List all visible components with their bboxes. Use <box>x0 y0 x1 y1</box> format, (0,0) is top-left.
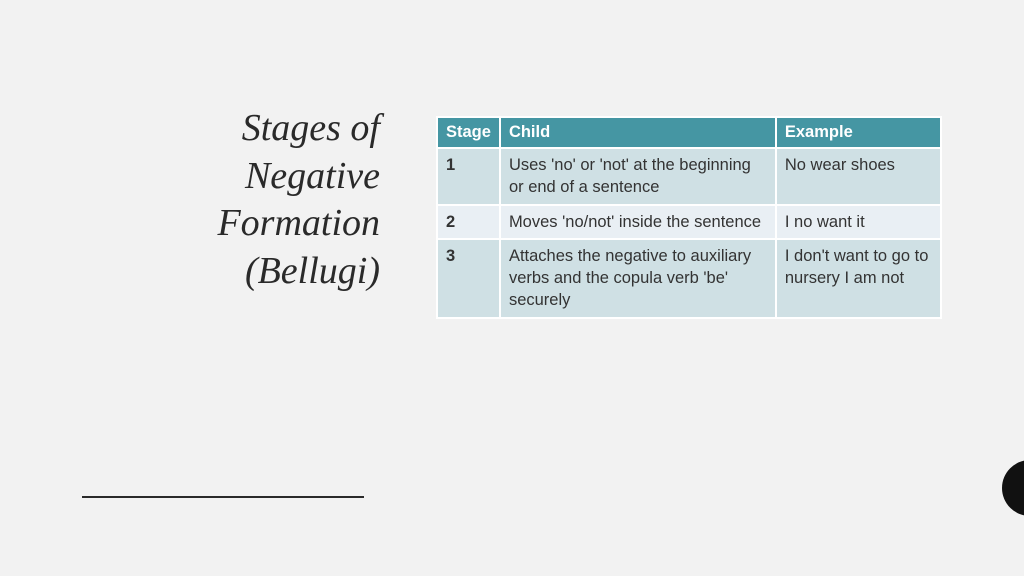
col-header-example: Example <box>776 117 941 148</box>
slide-title: Stages of Negative Formation (Bellugi) <box>80 105 380 295</box>
table-row: 1 Uses 'no' or 'not' at the beginning or… <box>437 148 941 205</box>
cell-stage: 1 <box>437 148 500 205</box>
cell-example: I don't want to go to nursery I am not <box>776 239 941 318</box>
stages-table: Stage Child Example 1 Uses 'no' or 'not'… <box>436 116 942 319</box>
cell-child: Moves 'no/not' inside the sentence <box>500 205 776 239</box>
cell-child: Uses 'no' or 'not' at the beginning or e… <box>500 148 776 205</box>
stages-table-container: Stage Child Example 1 Uses 'no' or 'not'… <box>436 116 942 319</box>
table-row: 3 Attaches the negative to auxiliary ver… <box>437 239 941 318</box>
cell-example: No wear shoes <box>776 148 941 205</box>
title-line-3: Formation <box>80 200 380 248</box>
table-row: 2 Moves 'no/not' inside the sentence I n… <box>437 205 941 239</box>
title-underline <box>82 496 364 498</box>
title-line-2: Negative <box>80 153 380 201</box>
title-line-1: Stages of <box>80 105 380 153</box>
cell-child: Attaches the negative to auxiliary verbs… <box>500 239 776 318</box>
cell-stage: 3 <box>437 239 500 318</box>
cell-example: I no want it <box>776 205 941 239</box>
col-header-stage: Stage <box>437 117 500 148</box>
title-line-4: (Bellugi) <box>80 248 380 296</box>
corner-circle-icon <box>1002 460 1024 516</box>
table-header-row: Stage Child Example <box>437 117 941 148</box>
cell-stage: 2 <box>437 205 500 239</box>
col-header-child: Child <box>500 117 776 148</box>
